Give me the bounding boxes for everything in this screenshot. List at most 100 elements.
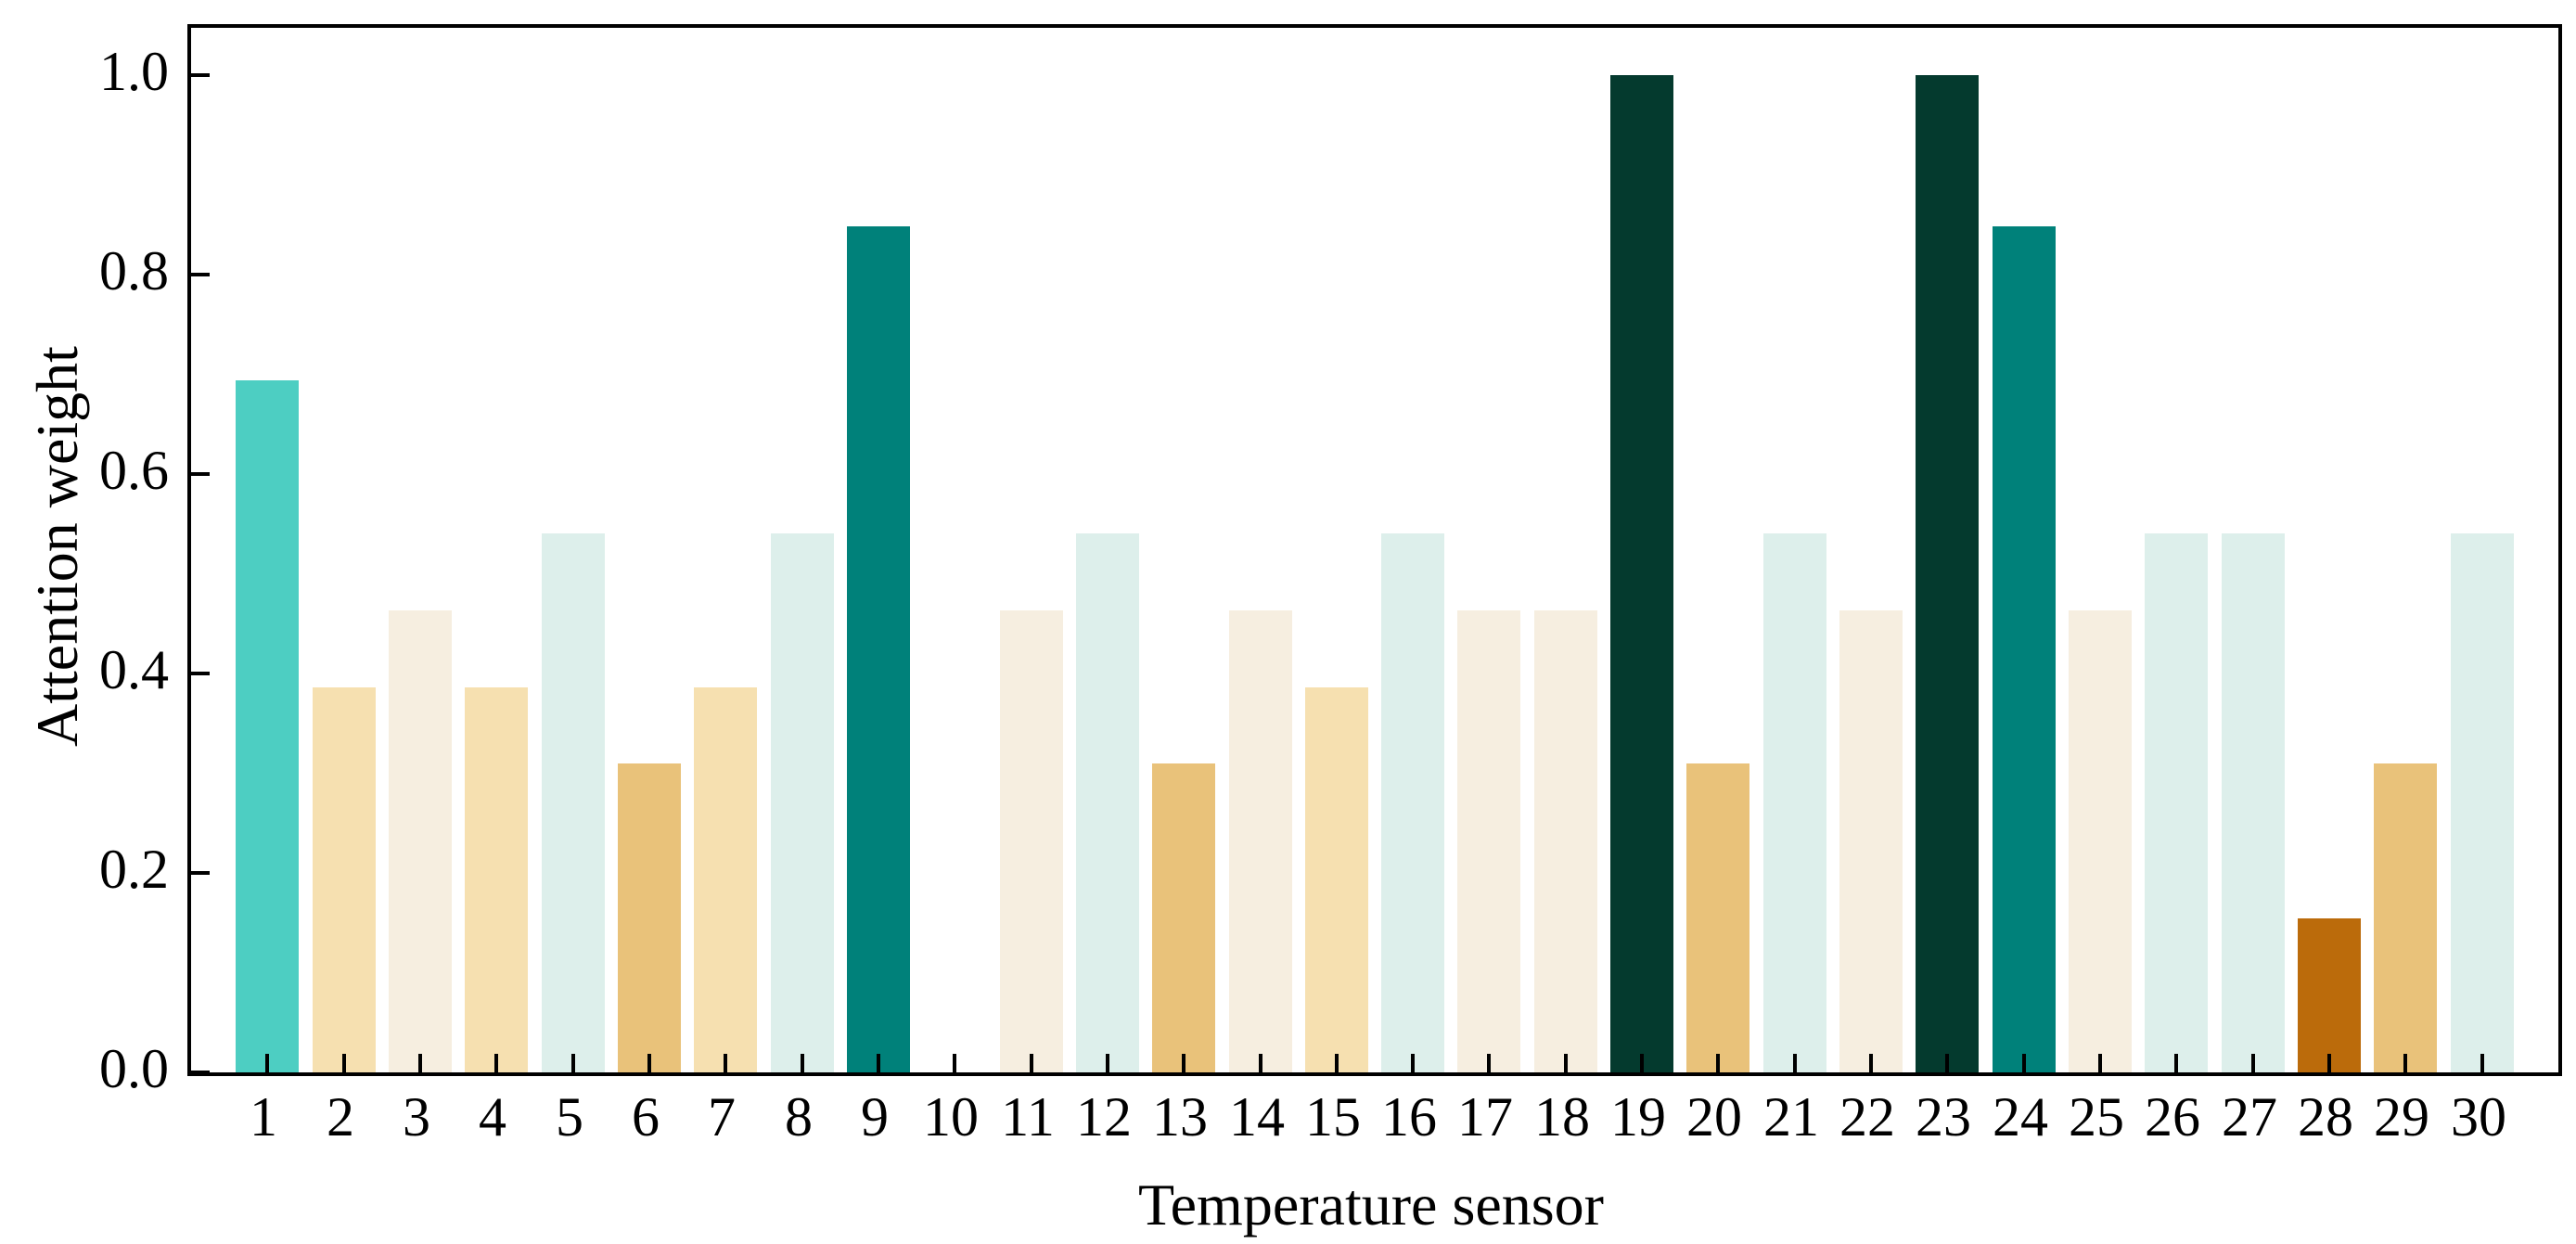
bar-29 (2374, 763, 2437, 1072)
x-tick-mark-19 (1640, 1054, 1644, 1072)
x-tick-label-24: 24 (1993, 1086, 2048, 1148)
x-tick-mark-17 (1487, 1054, 1491, 1072)
x-tick-mark-5 (571, 1054, 575, 1072)
x-tick-label-18: 18 (1534, 1086, 1590, 1148)
x-tick-label-6: 6 (632, 1086, 660, 1148)
bar-23 (1916, 75, 1979, 1072)
x-tick-mark-8 (801, 1054, 804, 1072)
x-tick-mark-24 (2022, 1054, 2026, 1072)
x-tick-mark-2 (342, 1054, 346, 1072)
x-tick-mark-28 (2327, 1054, 2331, 1072)
x-tick-label-14: 14 (1229, 1086, 1285, 1148)
bar-14 (1229, 610, 1292, 1072)
x-tick-mark-9 (877, 1054, 880, 1072)
x-tick-label-8: 8 (785, 1086, 813, 1148)
y-tick-mark-0.8 (191, 273, 210, 276)
x-tick-mark-26 (2174, 1054, 2178, 1072)
y-tick-label-1.0: 1.0 (99, 41, 169, 102)
x-tick-label-20: 20 (1686, 1086, 1742, 1148)
y-tick-label-0.2: 0.2 (99, 839, 169, 900)
y-tick-mark-1.0 (191, 73, 210, 77)
plot-area (187, 24, 2562, 1076)
y-tick-label-0.4: 0.4 (99, 639, 169, 700)
x-tick-mark-25 (2098, 1054, 2102, 1072)
bar-22 (1839, 610, 1903, 1072)
bar-18 (1534, 610, 1597, 1072)
bar-3 (389, 610, 452, 1072)
x-tick-label-10: 10 (923, 1086, 979, 1148)
x-tick-mark-15 (1335, 1054, 1339, 1072)
x-tick-label-25: 25 (2069, 1086, 2124, 1148)
y-axis-title: Attention weight (24, 346, 90, 747)
x-tick-label-1: 1 (250, 1086, 277, 1148)
y-tick-label-0.6: 0.6 (99, 440, 169, 501)
x-tick-mark-4 (494, 1054, 498, 1072)
x-tick-label-23: 23 (1916, 1086, 1971, 1148)
x-tick-label-3: 3 (403, 1086, 430, 1148)
bar-15 (1305, 687, 1368, 1072)
x-tick-label-7: 7 (708, 1086, 736, 1148)
x-tick-mark-21 (1793, 1054, 1797, 1072)
y-tick-mark-0.6 (191, 472, 210, 476)
x-tick-mark-29 (2403, 1054, 2407, 1072)
x-tick-mark-3 (418, 1054, 422, 1072)
x-tick-label-29: 29 (2374, 1086, 2429, 1148)
x-tick-label-21: 21 (1763, 1086, 1819, 1148)
x-tick-label-16: 16 (1381, 1086, 1437, 1148)
bar-13 (1152, 763, 1215, 1072)
x-tick-label-15: 15 (1305, 1086, 1361, 1148)
bar-1 (236, 380, 299, 1072)
x-tick-mark-22 (1869, 1054, 1873, 1072)
x-tick-label-26: 26 (2145, 1086, 2200, 1148)
bar-7 (694, 687, 757, 1072)
x-tick-label-28: 28 (2298, 1086, 2353, 1148)
bar-21 (1763, 533, 1826, 1072)
x-tick-mark-7 (724, 1054, 727, 1072)
x-tick-mark-12 (1106, 1054, 1109, 1072)
x-tick-label-22: 22 (1839, 1086, 1895, 1148)
x-tick-mark-1 (265, 1054, 269, 1072)
bar-5 (542, 533, 605, 1072)
bar-9 (847, 226, 910, 1072)
bar-19 (1610, 75, 1673, 1072)
x-tick-mark-6 (647, 1054, 651, 1072)
x-tick-mark-13 (1182, 1054, 1185, 1072)
x-tick-label-30: 30 (2451, 1086, 2506, 1148)
bar-27 (2222, 533, 2285, 1072)
x-tick-label-2: 2 (327, 1086, 354, 1148)
x-tick-mark-16 (1411, 1054, 1415, 1072)
x-tick-label-13: 13 (1152, 1086, 1208, 1148)
y-tick-mark-0.4 (191, 672, 210, 675)
bar-20 (1686, 763, 1749, 1072)
x-tick-label-4: 4 (479, 1086, 506, 1148)
x-tick-mark-23 (1945, 1054, 1949, 1072)
x-tick-label-12: 12 (1076, 1086, 1132, 1148)
x-tick-mark-27 (2251, 1054, 2255, 1072)
y-tick-mark-0.2 (191, 871, 210, 875)
bar-6 (618, 763, 681, 1072)
x-tick-mark-10 (953, 1054, 956, 1072)
x-tick-label-9: 9 (861, 1086, 889, 1148)
bar-4 (465, 687, 528, 1072)
bar-28 (2298, 918, 2361, 1072)
bar-26 (2145, 533, 2208, 1072)
x-tick-label-11: 11 (1001, 1086, 1055, 1148)
x-tick-mark-20 (1716, 1054, 1720, 1072)
x-tick-label-17: 17 (1457, 1086, 1513, 1148)
x-tick-mark-18 (1564, 1054, 1568, 1072)
x-tick-mark-30 (2480, 1054, 2484, 1072)
bar-25 (2069, 610, 2132, 1072)
y-tick-label-0.8: 0.8 (99, 240, 169, 301)
x-tick-label-5: 5 (556, 1086, 583, 1148)
bar-16 (1381, 533, 1444, 1072)
bar-8 (771, 533, 834, 1072)
x-tick-mark-14 (1259, 1054, 1262, 1072)
bar-24 (1993, 226, 2056, 1072)
y-tick-mark-0.0 (191, 1071, 210, 1074)
bar-17 (1457, 610, 1520, 1072)
bar-30 (2451, 533, 2514, 1072)
x-tick-label-27: 27 (2222, 1086, 2277, 1148)
x-tick-label-19: 19 (1610, 1086, 1666, 1148)
x-axis-title: Temperature sensor (1138, 1172, 1604, 1238)
